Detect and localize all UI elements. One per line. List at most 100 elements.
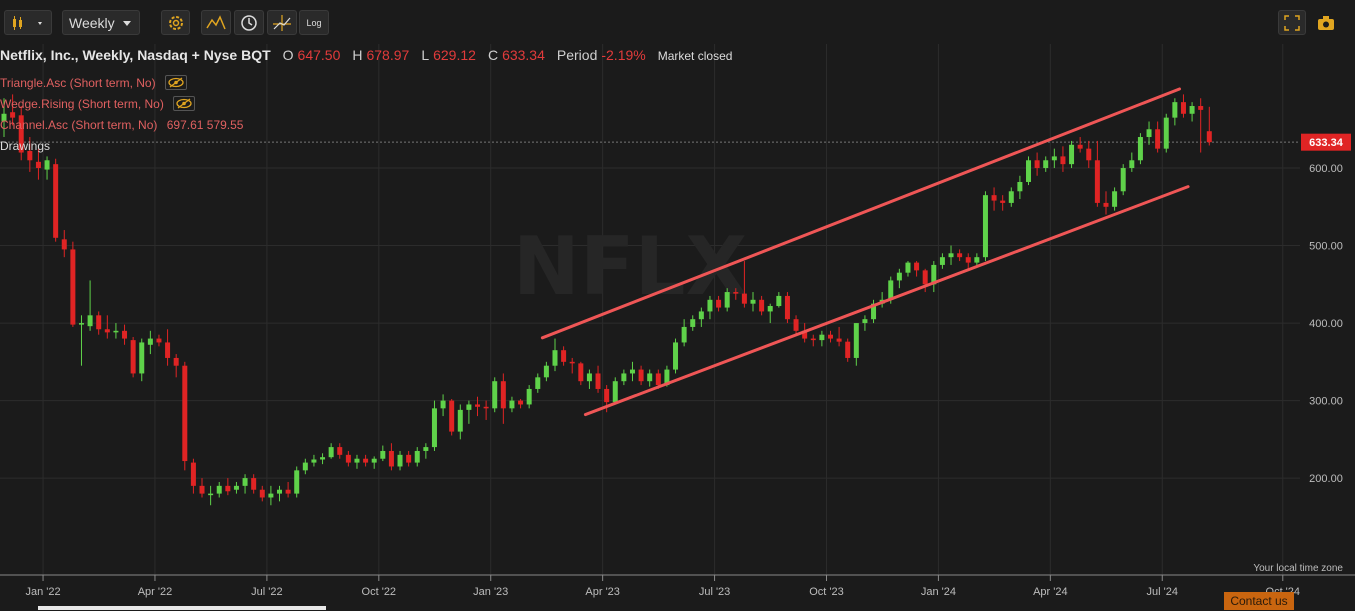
crosshair-button[interactable]	[267, 10, 297, 35]
period-value: Weekly	[69, 14, 115, 31]
low-value: 629.12	[433, 47, 476, 63]
candle-body	[793, 319, 799, 331]
settings-button[interactable]	[161, 10, 190, 35]
time-button[interactable]	[234, 10, 264, 35]
candle-body	[948, 253, 954, 258]
candle-body	[492, 381, 498, 409]
candle-body	[165, 342, 171, 358]
candle-body	[526, 388, 532, 405]
local-time-zone-label[interactable]: Your local time zone	[1253, 563, 1343, 574]
candle-body	[87, 315, 93, 327]
candle-body	[1155, 129, 1161, 149]
camera-icon	[1318, 16, 1334, 30]
candle-body	[276, 489, 282, 494]
price-axis[interactable]: 200.00 300.00 400.00 500.00 600.00	[1309, 163, 1343, 485]
close-value: 633.34	[502, 47, 545, 63]
candle-body	[922, 270, 928, 285]
indicator-channel-asc[interactable]: Channel.Asc (Short term, No) 697.61 579.…	[0, 118, 243, 132]
candle-body	[629, 369, 635, 374]
gear-icon	[168, 15, 183, 30]
fullscreen-button[interactable]	[1278, 10, 1306, 35]
candle-body	[354, 458, 360, 463]
candle-body	[406, 454, 412, 463]
candle-body	[561, 350, 567, 362]
candle-body	[982, 195, 988, 258]
period-select[interactable]: Weekly	[62, 10, 140, 35]
indicator-wedge-rising[interactable]: Wedge.Rising (Short term, No)	[0, 96, 196, 112]
candle-body	[1146, 129, 1152, 138]
toolbar: Weekly Log	[0, 0, 1355, 44]
hide-eye-icon[interactable]	[173, 96, 196, 112]
candle-body	[242, 478, 248, 486]
x-tick-label: Jan '24	[921, 586, 956, 598]
candle-body	[268, 493, 274, 498]
candle-body	[208, 493, 214, 496]
time-scrollbar[interactable]	[38, 606, 326, 610]
log-scale-button[interactable]: Log	[299, 10, 329, 35]
candle-body	[190, 462, 196, 486]
candle-body	[363, 458, 369, 463]
candle-body	[1112, 191, 1118, 207]
close-label: C	[487, 47, 499, 63]
indicator-label: Wedge.Rising (Short term, No)	[0, 97, 164, 111]
candle-body	[759, 299, 765, 312]
candle-body	[586, 373, 592, 382]
contact-us-button[interactable]: Contact us	[1224, 592, 1294, 610]
candle-body	[431, 408, 437, 448]
channel-asc-drawing[interactable]	[540, 87, 1190, 417]
candle-body	[827, 334, 833, 339]
candle-body	[139, 342, 145, 374]
candle-body	[1051, 156, 1057, 161]
candle-body	[612, 381, 618, 403]
y-tick-label: 500.00	[1309, 241, 1343, 253]
candle-body	[1172, 102, 1178, 118]
candle-body	[156, 338, 162, 343]
y-tick-label: 600.00	[1309, 163, 1343, 175]
indicator-triangle-asc[interactable]: Triangle.Asc (Short term, No)	[0, 75, 187, 91]
candle-body	[104, 329, 110, 333]
y-tick-label: 400.00	[1309, 318, 1343, 330]
candle-body	[535, 377, 541, 389]
candle-body	[698, 311, 704, 320]
candle-body	[595, 373, 601, 389]
log-label: Log	[306, 17, 322, 28]
candle-body	[1198, 106, 1204, 110]
candle-body	[113, 330, 119, 333]
market-status: Market closed	[657, 49, 733, 63]
candle-body	[518, 400, 524, 405]
hide-eye-icon[interactable]	[164, 75, 187, 91]
drawings-label[interactable]: Drawings	[0, 139, 51, 153]
candle-body	[294, 470, 300, 494]
candle-body	[655, 373, 661, 386]
candle-body	[147, 338, 153, 345]
x-tick-label: Jul '24	[1147, 586, 1178, 598]
price-chart[interactable]: NFLX 200.00 300.00 400.00 500.00 600.00 Jan …	[0, 44, 1355, 610]
candle-body	[182, 365, 188, 462]
indicators-button[interactable]	[201, 10, 231, 35]
candle-body	[509, 400, 515, 409]
candle-body	[61, 239, 67, 250]
chevron-down-icon	[123, 21, 131, 26]
candle-body	[802, 330, 808, 339]
candle-body	[733, 292, 739, 294]
candle-body	[991, 195, 997, 201]
chart-style-button[interactable]	[4, 10, 52, 35]
candle-body	[345, 454, 351, 463]
candle-body	[914, 262, 920, 271]
time-axis[interactable]: Jan '22 Apr '22 Jul '22 Oct '22 Jan '23 Apr '…	[0, 574, 1355, 598]
candle-body	[767, 306, 773, 312]
candle-body	[311, 459, 317, 463]
high-label: H	[352, 47, 363, 63]
x-tick-label: Jul '22	[251, 586, 282, 598]
x-tick-label: Jul '23	[699, 586, 730, 598]
candle-body	[1034, 160, 1040, 169]
candle-body	[741, 293, 747, 304]
fullscreen-icon	[1284, 14, 1300, 31]
candle-body	[1060, 156, 1066, 165]
screenshot-button[interactable]	[1312, 12, 1340, 34]
last-price-tag: 633.34	[1301, 133, 1351, 151]
candle-body	[784, 295, 790, 320]
indicator-label: Channel.Asc (Short term, No)	[0, 118, 158, 132]
channel-lower-line	[583, 185, 1190, 417]
candle-body	[130, 340, 136, 374]
